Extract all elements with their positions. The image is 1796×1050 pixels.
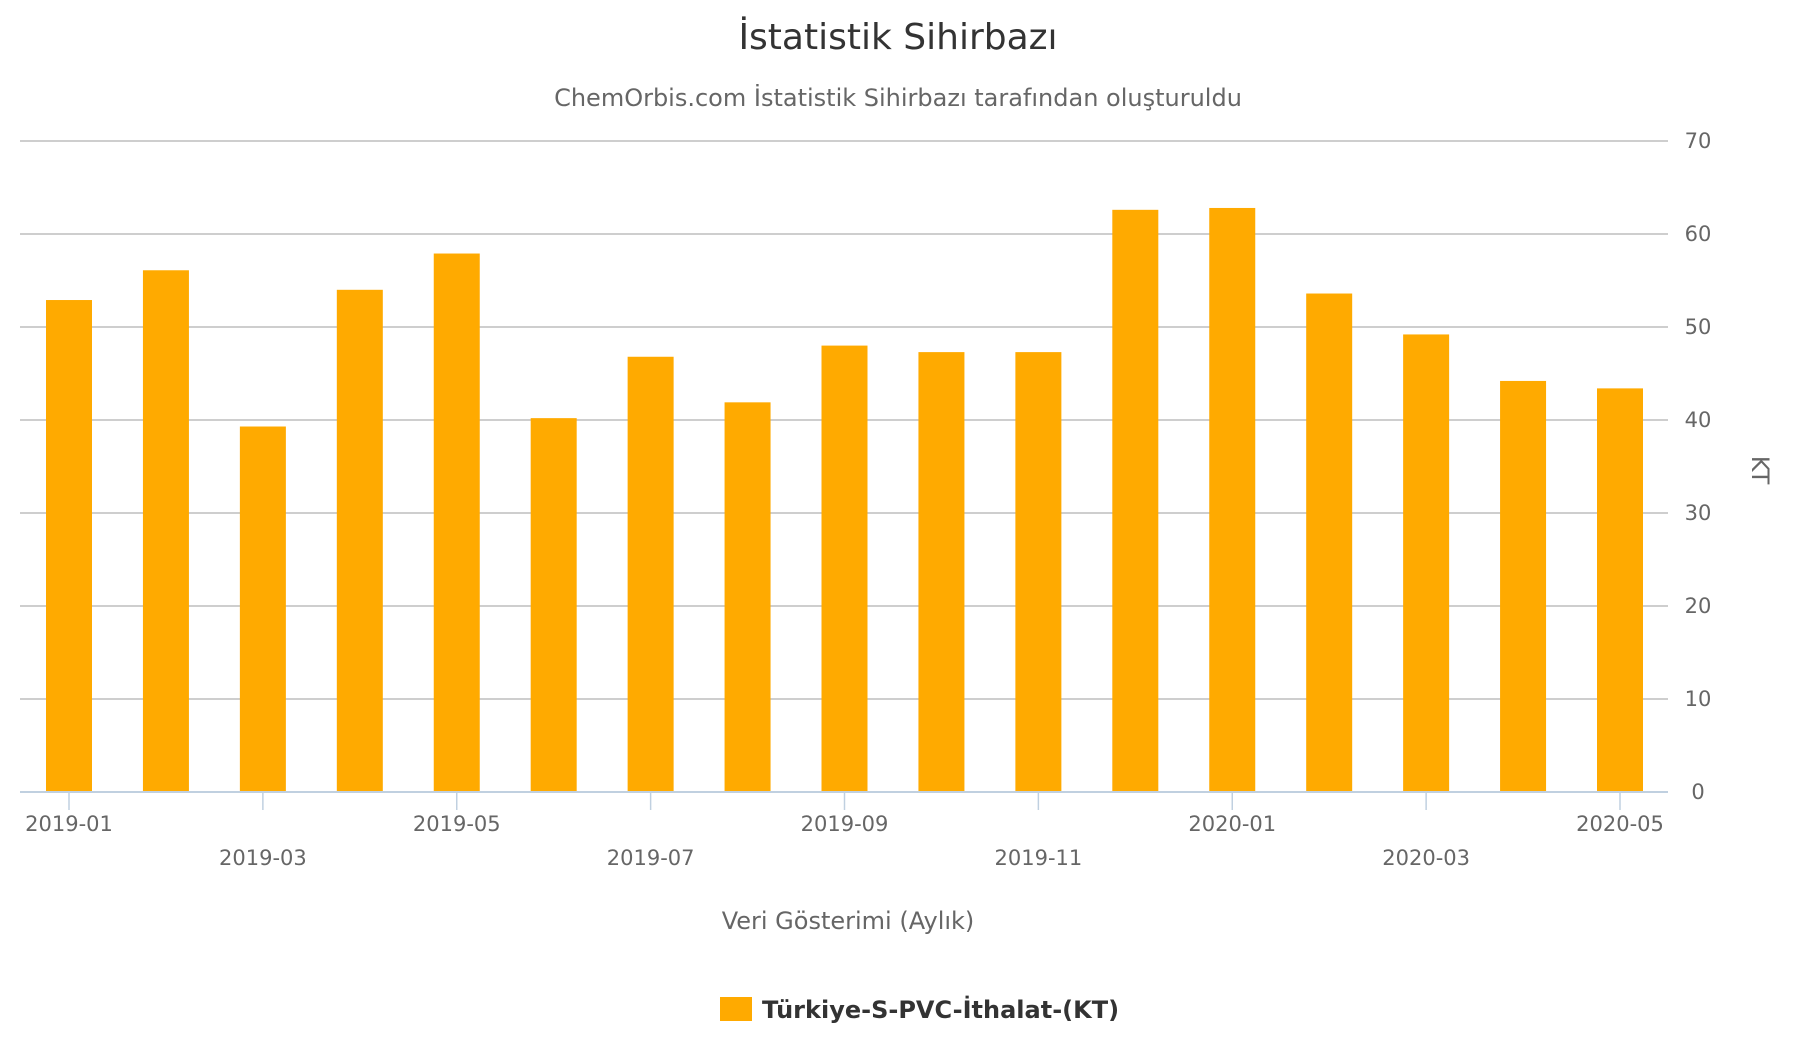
bar-2020-01[interactable] [1209, 207, 1256, 792]
y-tick-label: 60 [1685, 222, 1712, 246]
x-tick-label: 2019-11 [995, 846, 1083, 870]
legend-swatch [720, 997, 752, 1021]
bar-2019-12[interactable] [1112, 209, 1159, 792]
bars [46, 207, 1643, 792]
x-tick-label: 2019-01 [25, 812, 113, 836]
y-tick-label: 70 [1685, 129, 1712, 153]
y-tick-label: 30 [1685, 501, 1712, 525]
x-tick-label: 2019-09 [801, 812, 889, 836]
x-tick-label: 2019-05 [413, 812, 501, 836]
bar-2020-05[interactable] [1597, 388, 1643, 792]
bar-2019-01[interactable] [46, 300, 92, 792]
bar-2019-09[interactable] [821, 345, 868, 792]
bar-2019-05[interactable] [433, 253, 480, 792]
x-tick-label: 2020-01 [1188, 812, 1276, 836]
chart-subtitle: ChemOrbis.com İstatistik Sihirbazı taraf… [554, 83, 1242, 112]
x-tick-label: 2019-03 [219, 846, 307, 870]
bar-2020-04[interactable] [1500, 380, 1547, 792]
legend[interactable]: Türkiye-S-PVC-İthalat-(KT) [720, 995, 1119, 1024]
bar-2020-03[interactable] [1403, 334, 1450, 792]
bar-2020-02[interactable] [1306, 293, 1353, 792]
x-tick-label: 2020-05 [1576, 812, 1664, 836]
y-axis-title: KT [1746, 456, 1774, 485]
bar-2019-03[interactable] [239, 426, 286, 792]
x-axis-title: Veri Gösterimi (Aylık) [722, 907, 975, 935]
bar-2019-02[interactable] [142, 270, 189, 792]
y-tick-label: 10 [1685, 687, 1712, 711]
x-axis: 2019-01 2019-03 2019-05 2019-07 2019-09 2019-… [20, 791, 1668, 870]
x-tick-label: 2020-03 [1382, 846, 1470, 870]
y-tick-label: 50 [1685, 315, 1712, 339]
chart-title: İstatistik Sihirbazı [738, 16, 1057, 58]
bar-2019-07[interactable] [627, 356, 674, 792]
y-tick-label: 20 [1685, 594, 1712, 618]
legend-label[interactable]: Türkiye-S-PVC-İthalat-(KT) [762, 995, 1119, 1024]
y-tick-label: 40 [1685, 408, 1712, 432]
y-axis-ticks: 0 10 20 30 40 50 60 70 [1685, 129, 1712, 804]
bar-2019-04[interactable] [336, 289, 383, 792]
bar-2019-11[interactable] [1015, 352, 1062, 792]
bar-2019-10[interactable] [918, 352, 965, 792]
x-tick-label: 2019-07 [607, 846, 695, 870]
bar-2019-08[interactable] [724, 402, 771, 792]
bar-2019-06[interactable] [530, 418, 577, 792]
y-tick-label: 0 [1691, 780, 1704, 804]
